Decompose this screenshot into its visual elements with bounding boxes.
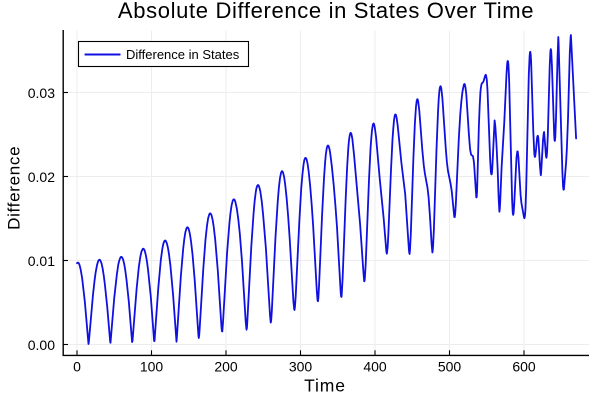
svg-text:Difference in States: Difference in States xyxy=(126,47,240,62)
svg-text:100: 100 xyxy=(140,359,164,375)
svg-text:Time: Time xyxy=(304,376,346,396)
svg-text:Absolute Difference in States: Absolute Difference in States Over Time xyxy=(118,0,534,23)
svg-text:Difference: Difference xyxy=(5,146,24,230)
svg-text:0.03: 0.03 xyxy=(28,85,55,101)
svg-text:0.01: 0.01 xyxy=(28,253,55,269)
svg-text:400: 400 xyxy=(363,359,387,375)
svg-text:0.00: 0.00 xyxy=(28,337,55,353)
svg-text:200: 200 xyxy=(214,359,238,375)
svg-text:300: 300 xyxy=(289,359,313,375)
svg-text:600: 600 xyxy=(512,359,536,375)
svg-text:500: 500 xyxy=(438,359,462,375)
svg-text:0.02: 0.02 xyxy=(28,169,55,185)
svg-text:0: 0 xyxy=(73,359,81,375)
